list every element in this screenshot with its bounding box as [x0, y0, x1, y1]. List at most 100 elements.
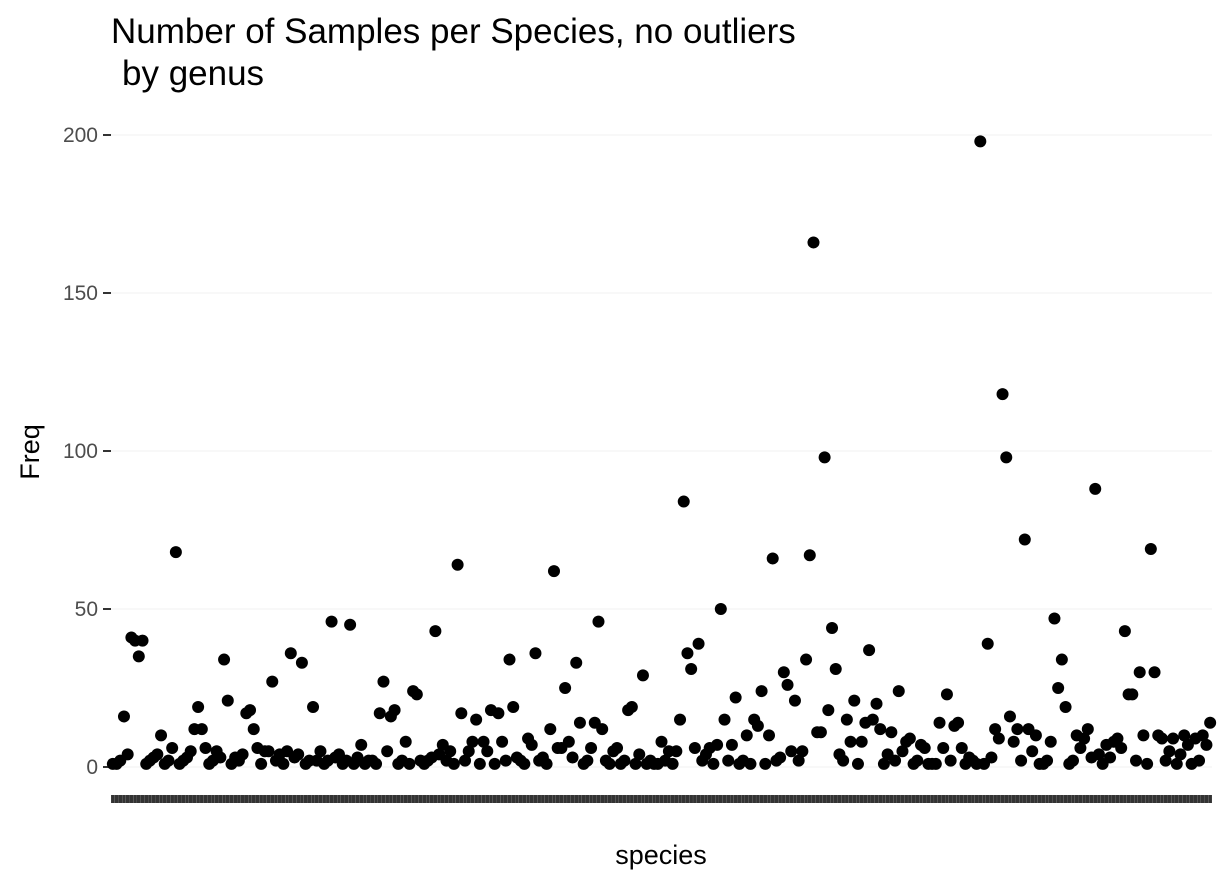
- data-point: [766, 552, 779, 565]
- y-tick-label: 100: [63, 440, 98, 463]
- data-point: [996, 388, 1009, 401]
- data-point: [247, 723, 260, 736]
- data-point: [863, 644, 876, 657]
- data-point: [722, 754, 735, 767]
- data-point: [718, 713, 731, 726]
- data-point: [1018, 533, 1031, 546]
- data-point: [1078, 732, 1091, 745]
- data-point: [818, 451, 831, 464]
- data-point: [851, 757, 864, 770]
- data-point: [307, 700, 320, 713]
- data-point: [1048, 612, 1061, 625]
- y-tick-label: 50: [75, 598, 98, 621]
- data-point: [1074, 742, 1087, 755]
- data-point: [295, 656, 308, 669]
- data-point: [466, 735, 479, 748]
- data-point: [221, 694, 234, 707]
- data-point: [929, 757, 942, 770]
- data-point: [751, 719, 764, 732]
- data-point: [199, 742, 212, 755]
- data-point: [777, 666, 790, 679]
- data-point: [785, 745, 798, 758]
- data-point: [1159, 754, 1172, 767]
- data-point: [800, 653, 813, 666]
- data-point: [870, 697, 883, 710]
- chart-title: Number of Samples per Species, no outlie…: [111, 12, 796, 51]
- data-point: [410, 688, 423, 701]
- data-point: [981, 637, 994, 650]
- data-point: [470, 713, 483, 726]
- data-point: [1137, 729, 1150, 742]
- data-point: [1174, 748, 1187, 761]
- data-point: [266, 675, 279, 688]
- data-point: [262, 745, 275, 758]
- data-point: [255, 757, 268, 770]
- data-point: [403, 757, 416, 770]
- data-point: [1104, 751, 1117, 764]
- data-point: [866, 713, 879, 726]
- data-point: [429, 625, 442, 638]
- data-point: [451, 558, 464, 571]
- data-point: [596, 723, 609, 736]
- data-point: [1126, 688, 1139, 701]
- data-point: [277, 757, 290, 770]
- y-tick-label: 0: [86, 756, 98, 779]
- data-point: [1167, 732, 1180, 745]
- data-point: [896, 745, 909, 758]
- data-point: [373, 707, 386, 720]
- data-point: [759, 757, 772, 770]
- data-point: [826, 621, 839, 634]
- data-point: [355, 738, 368, 751]
- y-axis: 0 50 100 150 200: [63, 124, 111, 779]
- data-point: [814, 726, 827, 739]
- data-point: [444, 745, 457, 758]
- data-point: [633, 748, 646, 761]
- data-point: [388, 704, 401, 717]
- data-point: [744, 757, 757, 770]
- data-point: [1003, 710, 1016, 723]
- x-axis-title: species: [615, 840, 707, 870]
- grid: [111, 134, 1212, 768]
- y-axis-title: Freq: [15, 424, 45, 480]
- data-point: [1007, 735, 1020, 748]
- data-point: [803, 549, 816, 562]
- data-point: [911, 754, 924, 767]
- data-point: [1044, 735, 1057, 748]
- data-point: [585, 742, 598, 755]
- data-point: [136, 634, 149, 647]
- data-point: [874, 723, 887, 736]
- data-point: [184, 745, 197, 758]
- data-point: [918, 742, 931, 755]
- data-point: [711, 738, 724, 751]
- data-point: [1011, 723, 1024, 736]
- data-point: [714, 603, 727, 615]
- data-point: [755, 685, 768, 698]
- data-point: [481, 745, 494, 758]
- data-point: [1141, 757, 1154, 770]
- data-point: [618, 754, 631, 767]
- data-point: [677, 495, 690, 508]
- data-point: [455, 707, 468, 720]
- data-point: [292, 748, 305, 761]
- data-point: [955, 742, 968, 755]
- data-point: [166, 742, 179, 755]
- y-tick-label: 150: [63, 282, 98, 305]
- data-point: [774, 751, 787, 764]
- data-point: [344, 618, 357, 631]
- data-point: [740, 729, 753, 742]
- data-point: [151, 748, 164, 761]
- data-point: [370, 757, 383, 770]
- data-point: [1144, 542, 1157, 555]
- data-point: [855, 735, 868, 748]
- data-point: [1133, 666, 1146, 679]
- data-point: [685, 663, 698, 676]
- data-point: [807, 236, 820, 249]
- data-point: [892, 685, 905, 698]
- data-point: [989, 723, 1002, 736]
- data-point: [507, 700, 520, 713]
- data-point: [840, 713, 853, 726]
- data-point: [655, 735, 668, 748]
- data-point: [566, 751, 579, 764]
- data-point: [788, 694, 801, 707]
